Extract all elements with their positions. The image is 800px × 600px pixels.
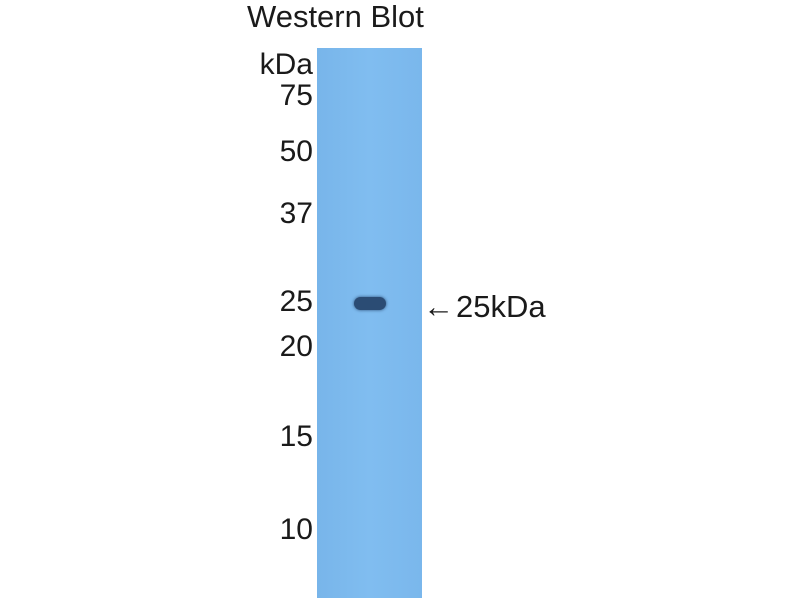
marker-15: 15 <box>279 420 313 453</box>
left-arrow-icon: ← <box>423 289 454 324</box>
marker-25: 25 <box>279 285 313 318</box>
band-size-label: 25kDa <box>456 289 546 324</box>
marker-10: 10 <box>279 513 313 546</box>
figure-title: Western Blot <box>247 0 424 34</box>
marker-20: 20 <box>279 330 313 363</box>
band-annotation: ←25kDa <box>423 289 546 325</box>
protein-band <box>354 297 386 310</box>
marker-75: 75 <box>279 79 313 112</box>
blot-lane <box>317 48 422 598</box>
unit-label: kDa <box>259 48 313 81</box>
marker-50: 50 <box>279 135 313 168</box>
marker-37: 37 <box>279 197 313 230</box>
